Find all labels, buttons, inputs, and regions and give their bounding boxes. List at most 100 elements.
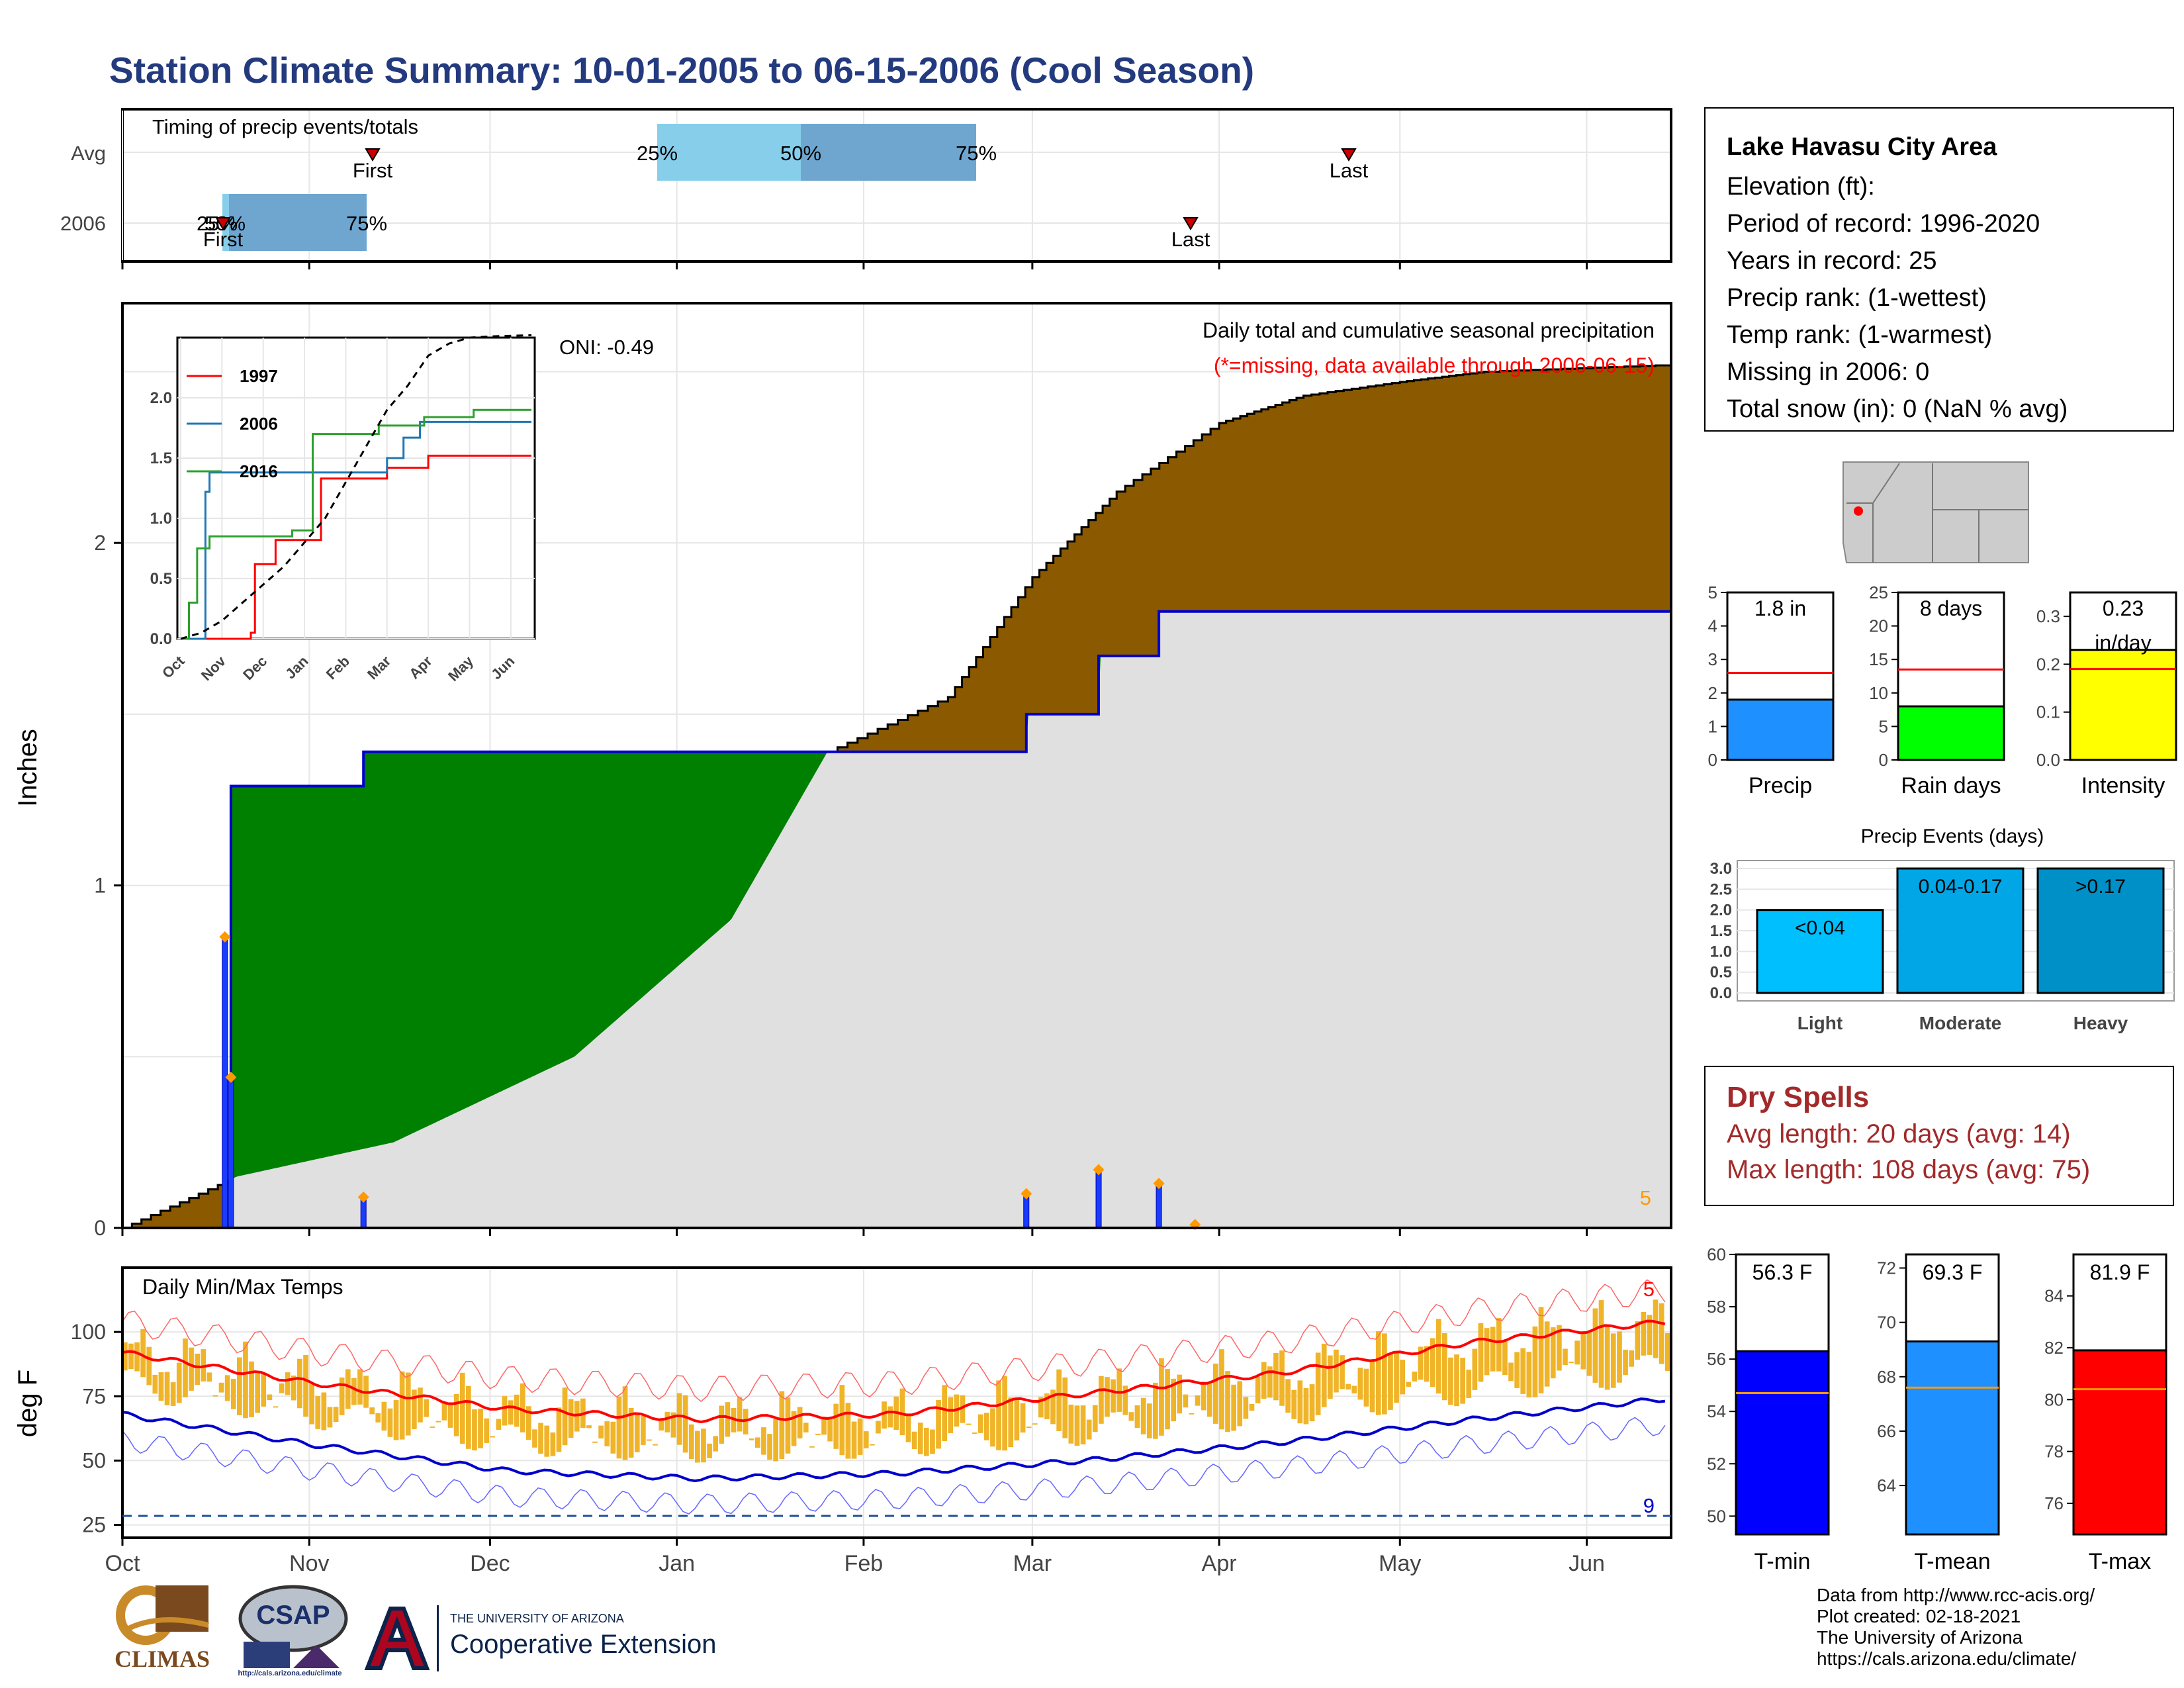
daily-temp-bar — [459, 1372, 465, 1444]
intensity-bar — [2069, 649, 2177, 761]
raindays-ytick-label: 10 — [1869, 683, 1888, 703]
daily-temp-bar — [773, 1419, 778, 1462]
precip-event-category: Light — [1797, 1013, 1843, 1033]
daily-temp-bar — [707, 1443, 712, 1458]
daily-temp-bar — [586, 1425, 592, 1429]
daily-temp-bar — [622, 1386, 628, 1460]
daily-temp-bar — [1586, 1331, 1592, 1376]
daily-temp-bar — [1580, 1331, 1586, 1370]
daily-temp-bar — [779, 1391, 785, 1459]
daily-temp-bar — [1406, 1382, 1412, 1387]
daily-temp-bar — [122, 1342, 128, 1371]
daily-temp-bar — [321, 1392, 327, 1430]
daily-temp-bar — [315, 1396, 321, 1429]
daily-temp-bar — [562, 1387, 568, 1446]
daily-temp-bar — [1563, 1348, 1568, 1366]
daily-temp-bar — [641, 1416, 646, 1445]
daily-temp-bar — [490, 1436, 496, 1438]
daily-temp-bar — [1273, 1353, 1279, 1401]
daily-temp-bar — [1514, 1352, 1520, 1388]
raindays-ytick-label: 20 — [1869, 616, 1888, 636]
inset-series-2016 — [181, 408, 531, 640]
daily-temp-bar — [1388, 1353, 1393, 1410]
daily-temp-bar — [737, 1397, 743, 1432]
intensity-value-label: 0.23 — [2103, 596, 2144, 620]
daily-temp-bar — [1008, 1397, 1014, 1447]
daily-precip-marker — [1153, 1178, 1165, 1190]
daily-temp-bar — [1412, 1372, 1418, 1382]
daily-temp-bar — [1629, 1350, 1634, 1367]
intensity-value-label: in/day — [2095, 631, 2151, 655]
ua-cooperative-extension: Cooperative Extension — [450, 1630, 717, 1659]
daily-temp-bar — [1201, 1382, 1206, 1411]
precip-bar — [1726, 698, 1835, 761]
temp-ytick-label: 25 — [82, 1513, 106, 1537]
daily-temp-bar — [1647, 1315, 1653, 1355]
avg-timing-bar-2 — [801, 124, 976, 181]
temp-ytick-label: 100 — [71, 1320, 106, 1344]
precip-event-bar — [2036, 867, 2165, 994]
daily-temp-bar — [1134, 1405, 1140, 1429]
temp-top-count: 5 — [1643, 1278, 1655, 1301]
daily-temp-bar — [297, 1358, 302, 1409]
precip-event-bar — [1756, 909, 1884, 994]
daily-temp-bar — [653, 1444, 658, 1446]
daily-temp-bar — [441, 1401, 447, 1421]
daily-temp-bar — [936, 1400, 941, 1449]
daily-temp-bar — [218, 1382, 224, 1393]
y2006-p75-label: 75% — [346, 212, 387, 235]
daily-temp-bar — [556, 1407, 562, 1452]
daily-temp-bar — [1219, 1349, 1224, 1430]
daily-temp-bar — [393, 1400, 399, 1440]
daily-temp-bar — [164, 1372, 170, 1405]
tmax-bar — [2072, 1349, 2167, 1536]
ua-small-text: THE UNIVERSITY OF ARIZONA — [450, 1612, 624, 1625]
daily-temp-bar — [1526, 1352, 1532, 1398]
daily-temp-bar — [176, 1362, 182, 1403]
station-location-marker — [1854, 506, 1863, 516]
missing-note: (*=missing, data available through 2006-… — [1214, 353, 1655, 377]
precip-ytick-label: 4 — [1708, 616, 1717, 636]
daily-temp-bar — [1153, 1382, 1158, 1439]
daily-temp-bar — [845, 1403, 851, 1459]
daily-temp-bar — [1111, 1379, 1116, 1413]
daily-temp-bar — [1592, 1308, 1598, 1383]
daily-temp-bar — [1550, 1327, 1556, 1379]
daily-temp-bar — [1369, 1359, 1375, 1413]
avg-min-line — [122, 1397, 1666, 1483]
daily-temp-bar — [1604, 1325, 1610, 1390]
raindays-bar — [1897, 705, 2005, 761]
daily-temp-bar — [1635, 1321, 1641, 1360]
daily-precip-bar — [1095, 1169, 1102, 1229]
timing-title: Timing of precip events/totals — [152, 115, 418, 138]
daily-temp-bar — [1321, 1343, 1327, 1407]
daily-temp-bar — [701, 1429, 706, 1463]
daily-temp-bar — [1435, 1319, 1441, 1394]
oni-label: ONI: -0.49 — [559, 336, 654, 359]
daily-temp-bar — [158, 1372, 164, 1401]
daily-temp-bar — [857, 1418, 863, 1455]
daily-temp-bar — [1074, 1405, 1080, 1446]
daily-temp-bar — [1538, 1307, 1544, 1393]
daily-temp-bar — [249, 1361, 254, 1417]
daily-temp-bar — [1206, 1383, 1212, 1417]
tmin-value-label: 56.3 F — [1752, 1260, 1813, 1284]
daily-temp-bar — [212, 1395, 218, 1397]
daily-temp-bar — [267, 1394, 273, 1400]
timing-row-avg: Avg — [71, 142, 106, 165]
intensity-ytick-label: 0.0 — [2036, 750, 2060, 770]
tmean-ytick-label: 72 — [1877, 1258, 1896, 1278]
summary-bars: 0 1 2 3 4 5 1.8 in Precip 0 5 10 15 20 25 8 days Rain d… — [1708, 583, 2177, 798]
avg-p25-label: 25% — [637, 142, 678, 165]
tmean-ytick-label: 66 — [1877, 1421, 1896, 1441]
inset-legend-label: 1997 — [240, 366, 278, 386]
inset-series-2006 — [181, 420, 531, 640]
temp-bottom-count: 9 — [1643, 1494, 1655, 1517]
daily-temp-bar — [876, 1421, 881, 1434]
daily-temp-bar — [345, 1369, 351, 1409]
daily-temp-bar — [688, 1424, 694, 1460]
tmean-value-label: 69.3 F — [1923, 1260, 1983, 1284]
daily-temp-bar — [1116, 1368, 1122, 1412]
daily-temp-bar — [942, 1385, 947, 1441]
